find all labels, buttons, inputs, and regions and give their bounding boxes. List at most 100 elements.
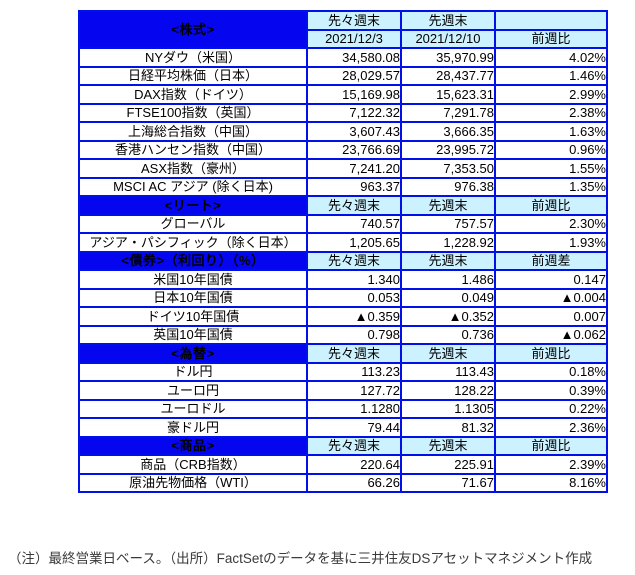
col-header-change: 前週比	[494, 195, 608, 216]
value-change: 2.38%	[494, 102, 608, 123]
value-prev2: 3,607.43	[306, 121, 402, 142]
table-row: 原油先物価格（WTI） 66.26 71.67 8.16%	[78, 472, 608, 493]
value-prev2: 66.26	[306, 472, 402, 493]
row-label: 米国10年国債	[78, 269, 308, 290]
value-change: 4.02%	[494, 47, 608, 68]
value-prev2: 15,169.98	[306, 84, 402, 105]
value-prev1: 976.38	[400, 176, 496, 197]
section-header-date-row: 2021/12/3 2021/12/10 前週比	[79, 28, 608, 49]
table-row: ユーロ円 127.72 128.22 0.39%	[78, 380, 608, 401]
row-label: ユーロ円	[78, 380, 308, 401]
value-change: 0.18%	[494, 361, 608, 382]
row-label: 日経平均株価（日本）	[78, 65, 308, 86]
row-label: ドル円	[78, 361, 308, 382]
value-prev1: 7,353.50	[400, 158, 496, 179]
value-prev2: 0.798	[306, 324, 402, 345]
table-row: DAX指数（ドイツ） 15,169.98 15,623.31 2.99%	[78, 84, 608, 105]
value-prev2: 1.340	[306, 269, 402, 290]
section-header-row: <為替> 先々週末 先週末 前週比	[78, 343, 608, 364]
table-row: 日本10年国債 0.053 0.049 ▲0.004	[78, 287, 608, 308]
row-label: ユーロドル	[78, 398, 308, 419]
row-label: DAX指数（ドイツ）	[78, 84, 308, 105]
table-row: ユーロドル 1.1280 1.1305 0.22%	[78, 398, 608, 419]
value-prev1: 0.736	[400, 324, 496, 345]
value-prev1: 15,623.31	[400, 84, 496, 105]
section-header-row: <商品> 先々週末 先週末 前週比	[78, 435, 608, 456]
section-title: <株式>	[78, 10, 308, 49]
section-header-row: <株式> 先々週末 先週末	[78, 10, 608, 49]
value-prev2: 0.053	[306, 287, 402, 308]
col-header-change: 前週比	[494, 343, 608, 364]
table-row: NYダウ（米国） 34,580.08 35,970.99 4.02%	[78, 47, 608, 68]
table-row: 香港ハンセン指数（中国） 23,766.69 23,995.72 0.96%	[78, 139, 608, 160]
value-change: 1.35%	[494, 176, 608, 197]
value-prev1: 1,228.92	[400, 232, 496, 253]
col-header-prev1-week: 先週末	[400, 195, 496, 216]
col-header-prev1-date: 2021/12/10	[400, 28, 496, 49]
value-change: ▲0.062	[494, 324, 608, 345]
row-label: FTSE100指数（英国）	[78, 102, 308, 123]
value-change: 1.63%	[494, 121, 608, 142]
table-row: ASX指数（豪州） 7,241.20 7,353.50 1.55%	[78, 158, 608, 179]
row-label: NYダウ（米国）	[78, 47, 308, 68]
value-prev2: ▲0.359	[306, 306, 402, 327]
col-header-prev1-week: 先週末	[400, 10, 496, 31]
value-change: 0.147	[494, 269, 608, 290]
col-header-prev1-week: 先週末	[400, 343, 496, 364]
row-label: ドイツ10年国債	[78, 306, 308, 327]
value-prev1: 113.43	[400, 361, 496, 382]
value-change: ▲0.004	[494, 287, 608, 308]
value-prev1: 128.22	[400, 380, 496, 401]
row-label: 豪ドル円	[78, 417, 308, 438]
table-row: ドル円 113.23 113.43 0.18%	[78, 361, 608, 382]
value-prev2: 23,766.69	[306, 139, 402, 160]
row-label: グローバル	[78, 213, 308, 234]
value-prev2: 79.44	[306, 417, 402, 438]
table-row: 商品（CRB指数） 220.64 225.91 2.39%	[78, 454, 608, 475]
table-row: 上海総合指数（中国） 3,607.43 3,666.35 1.63%	[78, 121, 608, 142]
table-row: MSCI AC アジア (除く日本) 963.37 976.38 1.35%	[78, 176, 608, 197]
value-prev1: 7,291.78	[400, 102, 496, 123]
value-prev1: 757.57	[400, 213, 496, 234]
value-prev1: 81.32	[400, 417, 496, 438]
value-change: 0.22%	[494, 398, 608, 419]
value-prev1: 35,970.99	[400, 47, 496, 68]
col-header-prev2-week: 先々週末	[306, 250, 402, 271]
table-row: ドイツ10年国債 ▲0.359 ▲0.352 0.007	[78, 306, 608, 327]
value-change: 1.93%	[494, 232, 608, 253]
value-change: 0.39%	[494, 380, 608, 401]
value-change: 1.46%	[494, 65, 608, 86]
value-change: 8.16%	[494, 472, 608, 493]
value-change: 2.99%	[494, 84, 608, 105]
row-label: ASX指数（豪州）	[78, 158, 308, 179]
row-label: アジア・パシフィック（除く日本）	[78, 232, 308, 253]
col-header-prev2-week: 先々週末	[306, 343, 402, 364]
value-prev1: 3,666.35	[400, 121, 496, 142]
col-header-prev2-week: 先々週末	[306, 10, 402, 31]
col-header-change: 前週比	[494, 28, 608, 49]
table-row: 日経平均株価（日本） 28,029.57 28,437.77 1.46%	[78, 65, 608, 86]
col-header-change: 前週比	[494, 435, 608, 456]
value-change: 2.39%	[494, 454, 608, 475]
section-header-row: <債券>（利回り）（%） 先々週末 先週末 前週差	[78, 250, 608, 271]
value-prev1: 0.049	[400, 287, 496, 308]
row-label: 香港ハンセン指数（中国）	[78, 139, 308, 160]
value-prev1: ▲0.352	[400, 306, 496, 327]
value-prev1: 1.1305	[400, 398, 496, 419]
value-prev2: 7,241.20	[306, 158, 402, 179]
value-prev1: 1.486	[400, 269, 496, 290]
value-change: 2.30%	[494, 213, 608, 234]
value-change: 1.55%	[494, 158, 608, 179]
source-note: （注）最終営業日ベース。（出所）FactSetのデータを基に三井住友DSアセット…	[8, 551, 593, 566]
value-prev2: 220.64	[306, 454, 402, 475]
row-label: 上海総合指数（中国）	[78, 121, 308, 142]
market-table-body: <株式> 先々週末 先週末 2021/12/3 2021/12/10 前週比 NYダウ（米国…	[78, 10, 608, 493]
table-row: 英国10年国債 0.798 0.736 ▲0.062	[78, 324, 608, 345]
market-data-table: <株式> 先々週末 先週末 2021/12/3 2021/12/10 前週比 NYダウ（米国…	[78, 10, 608, 493]
section-title: <商品>	[78, 435, 308, 456]
value-prev2: 34,580.08	[306, 47, 402, 68]
value-change: 0.007	[494, 306, 608, 327]
value-change: 0.96%	[494, 139, 608, 160]
col-header-empty	[494, 10, 608, 31]
